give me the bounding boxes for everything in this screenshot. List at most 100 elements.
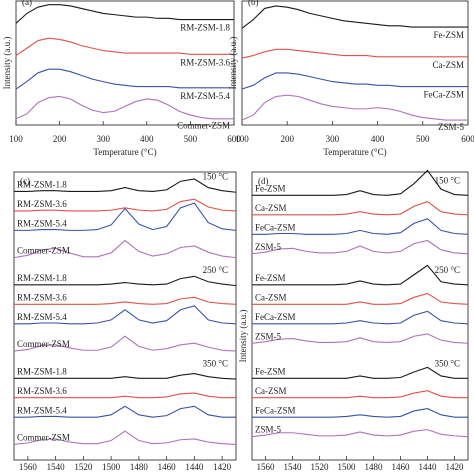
curve [14,392,236,399]
curve [252,366,468,379]
curve [252,218,469,235]
series-label: Commer-ZSM [17,339,70,349]
curve [14,305,237,325]
x-tick-label: 1480 [130,462,149,472]
series-label: Ca-ZSM [255,292,287,302]
curve [15,4,234,24]
x-tick-label: 1420 [213,462,232,472]
curve [252,200,469,216]
x-tick-label: 1500 [102,462,121,472]
x-tick-label: 1440 [419,462,438,472]
curve [14,178,237,193]
curve [252,310,469,325]
plot-frame [251,171,469,461]
curve [14,275,237,287]
curve [252,169,469,196]
panel-label: (a) [22,0,32,7]
series-label: RM-ZSM-3.6 [17,292,67,302]
x-tick-label: 1480 [365,462,384,472]
curve [241,48,468,59]
x-tick-label: 600 [461,134,474,144]
series-label: RM-ZSM-5.4 [17,405,67,415]
series-label: RM-ZSM-3.6 [180,57,230,67]
series-label: ZSM-5 [438,122,465,132]
curve [252,264,469,286]
x-tick-label: 1440 [185,462,204,472]
temperature-label: 250 °C [203,265,228,275]
series-label: RM-ZSM-5.4 [17,218,67,228]
series-label: ZSM-5 [255,242,282,252]
series-label: RM-ZSM-1.8 [17,180,67,190]
series-label: Fe-ZSM [255,273,286,283]
panel-label: (d) [258,176,269,186]
plot-frame [241,0,469,126]
x-tick-label: 1420 [446,462,465,472]
x-tick-label: 200 [280,134,294,144]
series-label: RM-ZSM-5.4 [180,91,230,101]
x-tick-label: 1460 [158,462,177,472]
curve [251,429,469,438]
series-label: RM-ZSM-1.8 [17,366,67,376]
x-tick-label: 600 [227,134,241,144]
temperature-label: 150 °C [435,175,460,185]
panel-label: (b) [248,0,259,7]
x-tick-label: 1540 [284,462,303,472]
curve [15,68,234,90]
series-label: Commer-ZSM [177,121,230,131]
curve [14,405,236,418]
series-label: ZSM-5 [255,425,282,435]
series-label: Ca-ZSM [255,386,287,396]
curve [252,390,468,399]
series-label: Ca-ZSM [433,60,465,70]
x-tick-label: 100 [235,134,249,144]
series-label: ZSM-5 [255,331,282,341]
series-label: RM-ZSM-1.8 [180,23,230,33]
series-label: RM-ZSM-5.4 [17,312,67,322]
x-tick-label: 1460 [392,462,411,472]
curve [241,5,468,29]
curve [13,239,237,259]
y-axis-label: Intensity (a.u.) [2,37,12,90]
curve [13,335,237,352]
x-tick-label: 1560 [19,462,38,472]
curve [15,37,234,57]
x-tick-label: 1520 [311,462,330,472]
series-label: RM-ZSM-3.6 [17,386,67,396]
y-axis-label: Intensity (a.u.) [238,310,248,363]
x-tick-label: 1520 [74,462,93,472]
plot-frame [15,0,235,126]
panel-label: (c) [20,176,30,186]
curve [14,202,237,231]
series-label: RM-ZSM-3.6 [17,199,67,209]
curve [13,430,237,445]
curve [15,95,234,120]
series-label: Fe-ZSM [433,30,464,40]
plot-frame [13,171,237,461]
curve [252,292,469,305]
curve [241,94,468,121]
temperature-label: 350 °C [435,358,460,368]
temperature-label: 250 °C [435,265,460,275]
series-label: Commer-ZSM [17,246,70,256]
curve [14,373,237,380]
x-tick-label: 400 [140,134,154,144]
curve [252,408,468,418]
curve [251,239,469,255]
series-label: FeCa-ZSM [255,405,296,415]
x-tick-label: 500 [416,134,430,144]
curve [14,296,237,305]
series-label: Ca-ZSM [255,203,287,213]
series-label: Fe-ZSM [255,183,286,193]
x-tick-label: 100 [9,134,23,144]
x-tick-label: 1500 [338,462,357,472]
y-axis-label: Intensity (a.u.) [228,37,238,90]
series-label: Fe-ZSM [255,366,286,376]
temperature-label: 150 °C [203,172,228,182]
x-tick-label: 1540 [47,462,66,472]
x-tick-label: 300 [96,134,110,144]
x-tick-label: 400 [371,134,385,144]
x-axis-label: Temperature (°C) [93,147,156,157]
series-label: Commer-ZSM [17,432,70,442]
